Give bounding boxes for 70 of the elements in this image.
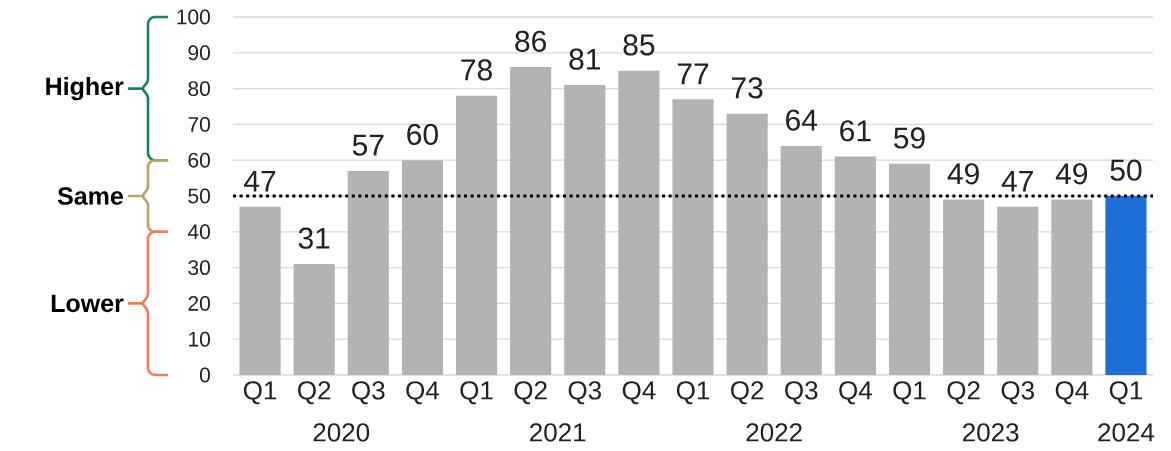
bar bbox=[834, 156, 876, 375]
data-label: 81 bbox=[569, 48, 600, 70]
bar bbox=[780, 145, 822, 375]
y-tick-label: 0 bbox=[199, 367, 210, 383]
data-label: 47 bbox=[1001, 170, 1033, 192]
bar bbox=[401, 160, 443, 375]
bar bbox=[943, 199, 985, 375]
data-label: 64 bbox=[786, 109, 818, 131]
x-tick-label: Q2 bbox=[947, 381, 980, 405]
text: 2024 bbox=[1098, 423, 1155, 442]
text: Higher bbox=[46, 76, 124, 101]
x-tick-label: Q1 bbox=[460, 381, 493, 405]
data-label: 49 bbox=[947, 163, 979, 185]
x-tick-label: Q1 bbox=[243, 381, 277, 405]
bar bbox=[672, 99, 714, 375]
x-tick-label: Q4 bbox=[622, 381, 656, 405]
y-tick-label: 20 bbox=[188, 295, 210, 311]
y-tick-label: 60 bbox=[188, 152, 210, 168]
text: 2022 bbox=[746, 423, 802, 442]
x-tick-label: Q1 bbox=[893, 381, 926, 405]
y-tick-label: 50 bbox=[188, 188, 210, 204]
data-label: 60 bbox=[407, 123, 438, 145]
text: 2021 bbox=[530, 423, 586, 442]
y-tick-label: 80 bbox=[188, 81, 210, 97]
y-tick-label: 10 bbox=[189, 331, 210, 347]
bar bbox=[1051, 199, 1093, 375]
y-tick-label: 100 bbox=[177, 9, 210, 25]
data-label: 77 bbox=[677, 63, 709, 85]
data-label: 61 bbox=[840, 120, 871, 142]
y-tick-label: 90 bbox=[188, 45, 210, 61]
bar bbox=[618, 70, 660, 375]
x-tick-label: Q2 bbox=[298, 381, 331, 405]
data-label: 57 bbox=[352, 134, 384, 156]
data-label: 59 bbox=[894, 127, 925, 149]
bar bbox=[888, 163, 931, 375]
y-tick-label: 30 bbox=[188, 260, 210, 276]
bar bbox=[726, 113, 768, 375]
x-tick-label: Q1 bbox=[1109, 381, 1143, 405]
bar bbox=[1105, 196, 1147, 375]
y-tick-label: 40 bbox=[187, 224, 210, 240]
data-label: 47 bbox=[244, 170, 276, 192]
bar bbox=[293, 264, 335, 375]
x-tick-label: Q3 bbox=[568, 381, 601, 405]
y-tick-label: 70 bbox=[188, 116, 210, 132]
x-tick-label: Q4 bbox=[406, 381, 439, 405]
text: 2020 bbox=[313, 423, 370, 442]
bar bbox=[455, 95, 498, 375]
bar bbox=[239, 206, 281, 375]
bar bbox=[564, 85, 606, 375]
text: Same bbox=[57, 187, 123, 205]
x-tick-label: Q3 bbox=[785, 381, 818, 405]
data-label: 31 bbox=[298, 227, 330, 249]
data-label: 78 bbox=[461, 59, 492, 81]
x-tick-label: Q1 bbox=[676, 381, 710, 405]
bar bbox=[997, 206, 1039, 375]
text: Lower bbox=[51, 294, 124, 313]
x-tick-label: Q2 bbox=[731, 381, 764, 405]
data-label: 73 bbox=[731, 77, 763, 99]
x-tick-label: Q4 bbox=[1055, 381, 1089, 405]
bar bbox=[347, 170, 389, 375]
data-label: 49 bbox=[1055, 163, 1088, 185]
data-label: 50 bbox=[1110, 159, 1142, 181]
data-label: 85 bbox=[623, 34, 655, 56]
x-tick-label: Q4 bbox=[839, 381, 872, 405]
text: 2023 bbox=[963, 423, 1019, 442]
x-tick-label: Q3 bbox=[1001, 381, 1034, 405]
data-label: 86 bbox=[515, 30, 547, 52]
x-tick-label: Q3 bbox=[352, 381, 385, 405]
x-tick-label: Q2 bbox=[514, 381, 547, 405]
bar bbox=[510, 67, 552, 375]
